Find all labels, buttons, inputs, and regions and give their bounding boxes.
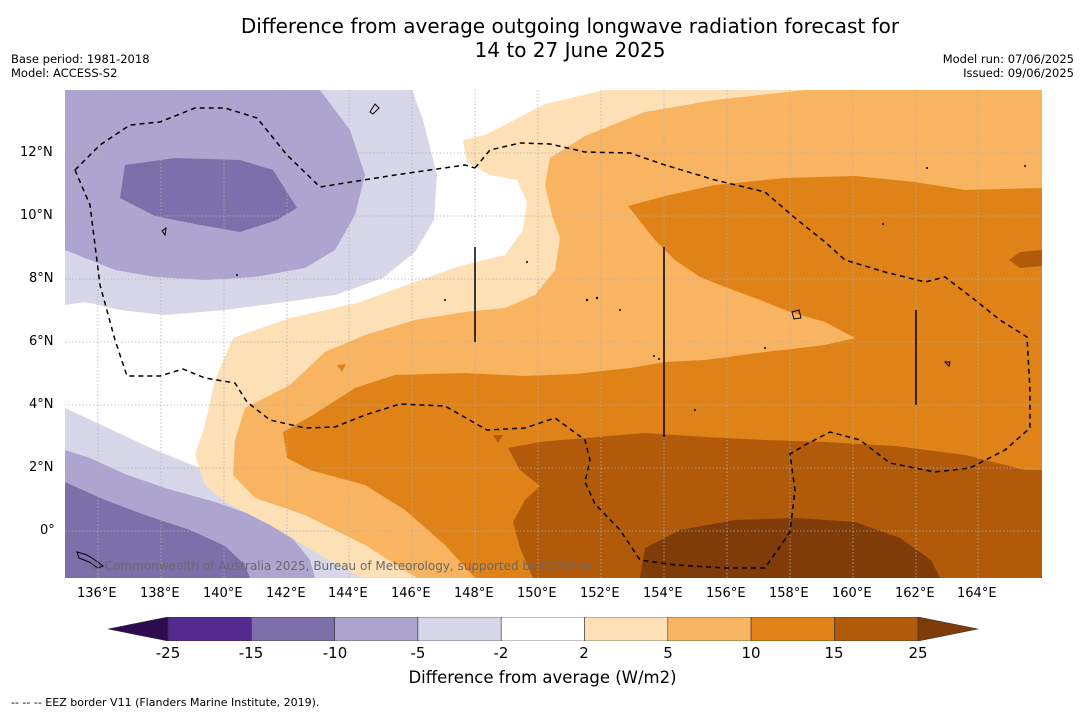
map-panel	[65, 90, 1042, 578]
contour-pos-25-plus	[640, 518, 940, 578]
colorbar	[107, 616, 979, 642]
meta-left: Base period: 1981-2018 Model: ACCESS-S2	[11, 52, 150, 80]
eez-border-west	[74, 107, 476, 188]
island-outline	[161, 226, 167, 237]
colorbar-graphic	[107, 616, 979, 642]
y-tick-label: 4°N	[29, 397, 54, 412]
island-outline	[791, 309, 802, 320]
island-mark	[493, 435, 503, 443]
chart-title: Difference from average outgoing longwav…	[0, 14, 1085, 62]
x-tick-label: 144°E	[328, 586, 368, 601]
colorbar-bin	[417, 616, 502, 642]
model-run-text: Model run: 07/06/2025	[942, 52, 1074, 66]
x-tick-label: 156°E	[706, 586, 746, 601]
colorbar-bin	[750, 616, 835, 642]
y-tick-label: 8°N	[29, 271, 54, 286]
colorbar-bin	[667, 616, 752, 642]
contour-neg-10-to-15-north	[120, 158, 297, 232]
island-outline	[76, 551, 105, 569]
eez-border-central	[474, 142, 1031, 569]
x-tick-label: 148°E	[454, 586, 494, 601]
copyright-notice: © Commonwealth of Australia 2025, Bureau…	[89, 559, 595, 573]
x-axis-labels: 136°E 138°E 140°E 142°E 144°E 146°E 148°…	[65, 586, 1042, 604]
title-line-2: 14 to 27 June 2025	[474, 38, 666, 62]
contour-neg-10-to-15-south	[65, 482, 250, 578]
colorbar-tick: 25	[908, 644, 928, 662]
x-tick-label: 160°E	[832, 586, 872, 601]
island-outline	[369, 103, 380, 115]
colorbar-tick: -5	[410, 644, 426, 662]
island-mark	[337, 364, 346, 372]
x-tick-label: 150°E	[517, 586, 557, 601]
x-tick-label: 146°E	[391, 586, 431, 601]
colorbar-label: Difference from average (W/m2)	[408, 668, 677, 687]
colorbar-bin	[500, 616, 585, 642]
base-period-text: Base period: 1981-2018	[11, 52, 150, 66]
eez-border-west-south	[74, 169, 591, 483]
contour-pos-15-to-25-east	[1009, 250, 1042, 268]
x-tick-label: 152°E	[580, 586, 620, 601]
colorbar-tick: -10	[322, 644, 348, 662]
title-line-1: Difference from average outgoing longwav…	[240, 14, 900, 38]
coastline-features	[76, 103, 951, 569]
gridlines	[65, 90, 1042, 578]
olr-anomaly-map	[65, 90, 1042, 578]
x-tick-label: 158°E	[769, 586, 809, 601]
meta-right: Model run: 07/06/2025 Issued: 09/06/2025	[943, 52, 1074, 80]
colorbar-tick: -15	[238, 644, 264, 662]
y-tick-label: 0°	[40, 523, 55, 538]
colorbar-tick: 2	[579, 644, 589, 662]
model-text: Model: ACCESS-S2	[11, 66, 118, 80]
y-tick-label: 2°N	[29, 460, 54, 475]
colorbar-bin	[251, 616, 335, 642]
colorbar-bin	[584, 616, 669, 642]
eez-legend-note: -- -- -- EEZ border V11 (Flanders Marine…	[11, 696, 320, 709]
x-tick-label: 154°E	[643, 586, 683, 601]
colorbar-bin	[834, 616, 919, 642]
colorbar-bin	[334, 616, 419, 642]
colorbar-tick: 15	[824, 644, 844, 662]
y-tick-label: 12°N	[20, 145, 53, 160]
x-tick-label: 142°E	[266, 586, 306, 601]
x-tick-label: 138°E	[140, 586, 180, 601]
colorbar-tick: -25	[155, 644, 181, 662]
colorbar-extend-low	[107, 616, 169, 642]
y-tick-label: 10°N	[20, 208, 53, 223]
issued-text: Issued: 09/06/2025	[963, 66, 1074, 80]
colorbar-tick: -2	[493, 644, 509, 662]
eez-borders	[74, 107, 1031, 569]
boundary-segments	[474, 247, 917, 437]
colorbar-extend-high	[917, 616, 979, 642]
island-dots	[236, 165, 1026, 411]
island-outline	[943, 361, 951, 367]
colorbar-tick: 5	[663, 644, 673, 662]
colorbar-tick-labels: -25 -15 -10 -5 -2 2 5 10 15 25	[0, 644, 1085, 662]
colorbar-bin	[167, 616, 252, 642]
y-axis-labels: 12°N 10°N 8°N 6°N 4°N 2°N 0°	[0, 90, 62, 578]
x-tick-label: 164°E	[957, 586, 997, 601]
x-tick-label: 136°E	[77, 586, 117, 601]
contour-pos-15-to-25	[508, 433, 1042, 578]
y-tick-label: 6°N	[29, 334, 54, 349]
x-tick-label: 162°E	[895, 586, 935, 601]
x-tick-label: 140°E	[203, 586, 243, 601]
colorbar-tick: 10	[741, 644, 761, 662]
